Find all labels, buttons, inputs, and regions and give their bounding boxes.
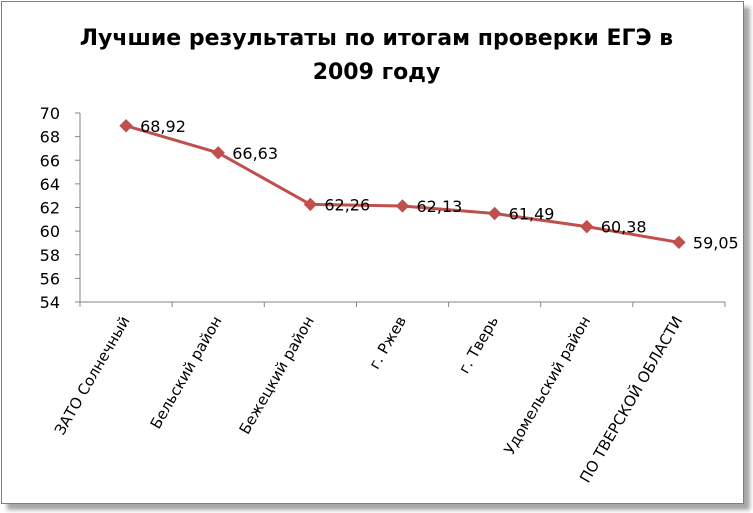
y-tick-label: 56 [40,269,60,288]
y-tick-label: 62 [40,199,60,218]
series-layer: 68,92 66,63 62,26 62,13 61,49 60,38 59,05 [119,117,739,252]
data-label: 60,38 [601,218,647,237]
x-tick-label: Бежецкий район [236,313,318,437]
data-label: 62,13 [417,197,463,216]
y-tick-label: 58 [40,246,60,265]
x-tick-label: Бельский район [147,313,226,432]
x-tick-label: ЗАТО Солнечный [51,313,134,438]
x-axis-ticks: ЗАТО Солнечный Бельский район Бежецкий рай… [51,302,726,486]
x-tick-label: Удомельский район [500,313,594,458]
data-label: 68,92 [140,117,186,136]
y-tick-label: 54 [40,293,60,312]
x-tick-label: г. Ржев [365,313,410,372]
y-tick-label: 68 [40,128,60,147]
y-axis-ticks: 54 56 58 60 62 64 66 68 70 [40,104,80,312]
data-label: 62,26 [324,195,370,214]
data-point [487,206,502,221]
y-tick-label: 60 [40,222,60,241]
y-tick-label: 66 [40,151,60,170]
chart-title-line-1: Лучшие результаты по итогам проверки ЕГЭ… [79,26,674,51]
data-label: 61,49 [509,205,555,224]
x-tick-label: ПО ТВЕРСКОЙ ОБЛАСТИ [575,313,686,486]
data-point [580,219,594,234]
chart-title: Лучшие результаты по итогам проверки ЕГЭ… [0,22,753,90]
y-tick-label: 64 [40,175,60,194]
data-label: 66,63 [232,144,278,163]
data-point [395,199,410,213]
y-tick-label: 70 [40,104,60,123]
x-tick-label: г. Тверь [455,313,502,377]
chart-title-line-2: 2009 году [312,60,441,85]
data-point [211,146,225,160]
data-point [672,235,686,250]
data-point [303,197,318,212]
data-point [119,119,133,133]
data-label: 59,05 [693,233,739,252]
series-line [125,124,680,244]
chart-frame [1,1,744,504]
